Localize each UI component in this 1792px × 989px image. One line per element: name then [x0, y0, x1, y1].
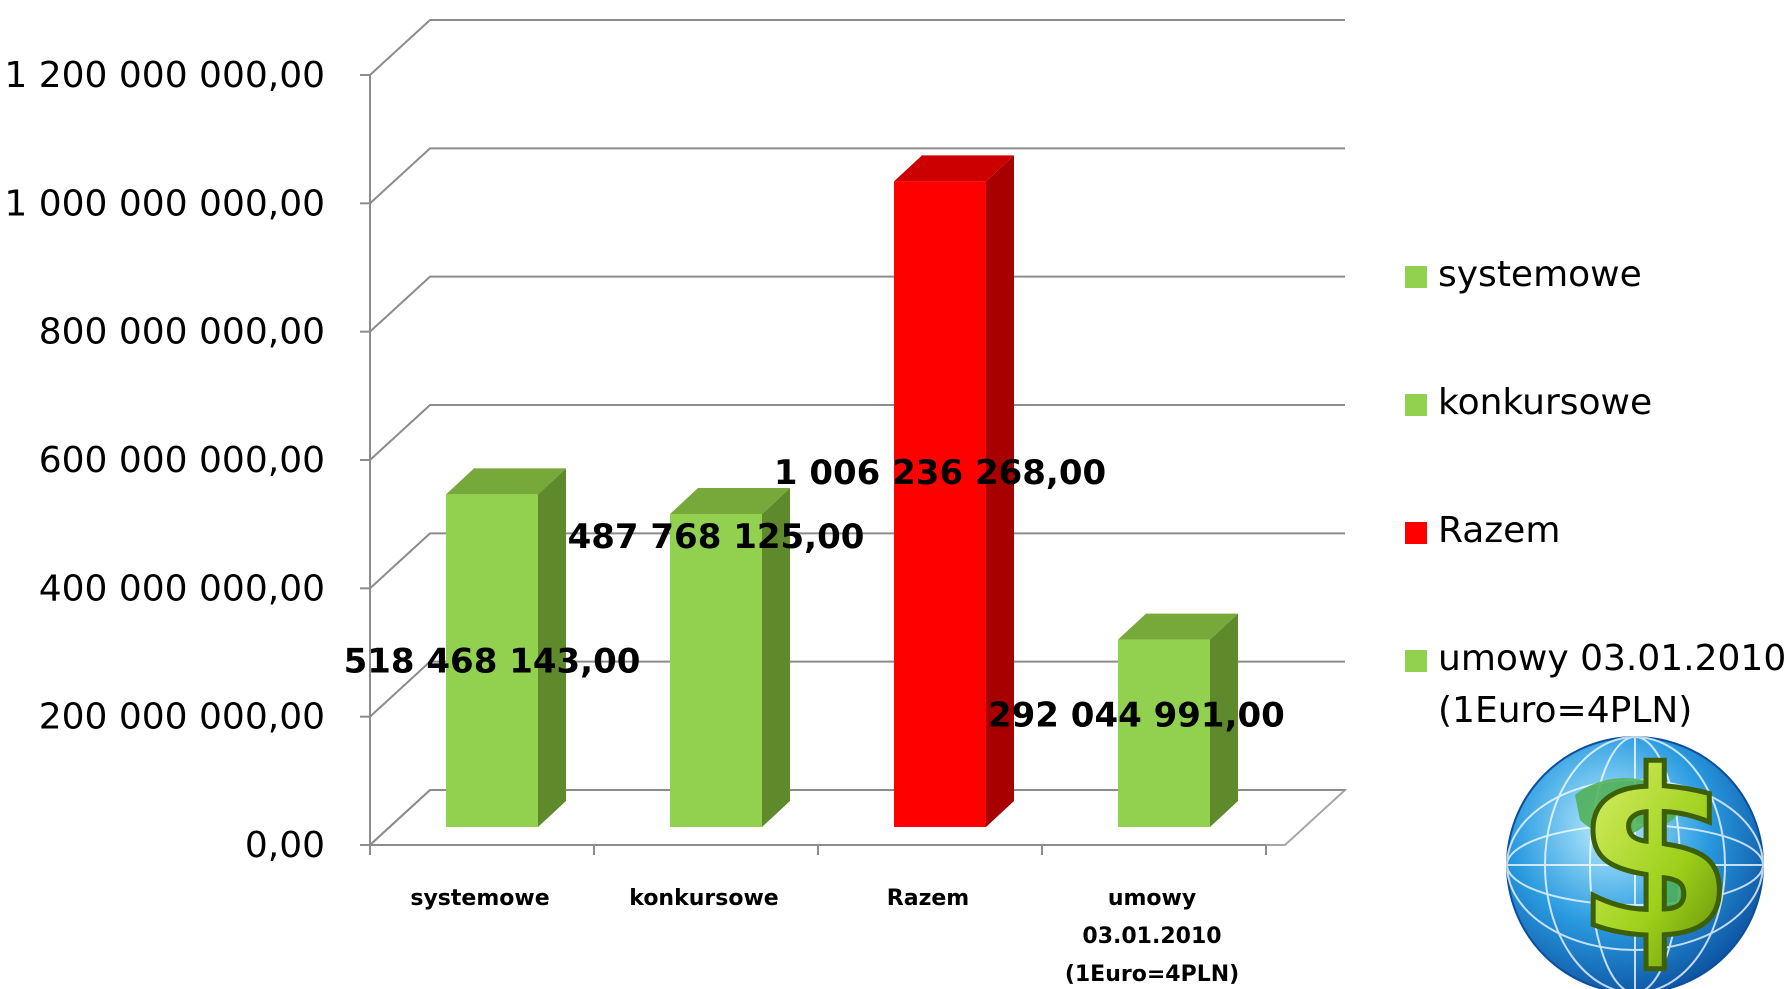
bar-side — [762, 488, 790, 827]
y-tick-label: 800 000 000,00 — [39, 312, 325, 353]
x-tick-label: Razem — [887, 886, 969, 911]
legend-label: Razem — [1438, 510, 1560, 551]
y-tick-label: 0,00 — [245, 825, 325, 866]
legend-swatch — [1405, 266, 1427, 288]
bar-top — [1118, 613, 1238, 640]
data-label: 292 044 991,00 — [988, 696, 1285, 736]
legend-label: konkursowe — [1438, 382, 1652, 423]
bar-front — [670, 514, 762, 827]
x-tick-label: umowy 03.01.2010 (1Euro=4PLN) — [1065, 886, 1239, 987]
bar-top — [670, 488, 790, 515]
legend-entry: umowy 03.01.2010 (1Euro=4PLN) — [1405, 638, 1786, 731]
legend-entry: Razem — [1405, 510, 1560, 551]
chart-grid — [367, 19, 1348, 846]
y-tick-labels: 0,00 200 000 000,00 400 000 000,00 600 000 … — [4, 55, 325, 866]
y-tick-label: 1 000 000 000,00 — [4, 183, 325, 224]
gridline — [369, 660, 1345, 718]
globe-dollar-icon: $ — [1506, 721, 1764, 989]
bar-front — [894, 181, 986, 827]
legend-label: umowy 03.01.2010 — [1438, 638, 1786, 679]
bar-side — [538, 468, 566, 827]
legend-swatch — [1405, 394, 1427, 416]
gridline — [369, 404, 1345, 461]
legend: systemowe konkursowe Razem umowy 03.01.2010… — [1405, 254, 1786, 731]
gridline — [369, 147, 1345, 205]
data-labels: 518 468 143,00 487 768 125,00 1 006 236 26… — [344, 453, 1285, 736]
data-label: 518 468 143,00 — [344, 642, 641, 682]
legend-label: systemowe — [1438, 254, 1642, 295]
category-labels: systemowe konkursowe Razem umowy 03.01.2010 (… — [410, 886, 1239, 987]
x-tick-label-line: systemowe — [410, 886, 549, 911]
svg-text:$: $ — [1575, 723, 1735, 989]
bar-side — [986, 155, 1014, 827]
legend-entry: systemowe — [1405, 254, 1642, 295]
gridline — [369, 789, 1345, 846]
bar — [446, 468, 566, 827]
legend-swatch — [1405, 522, 1427, 544]
y-tick-label: 200 000 000,00 — [39, 697, 325, 738]
bar — [894, 155, 1014, 827]
x-tick-label: konkursowe — [629, 886, 778, 911]
bars — [446, 155, 1238, 827]
bar-side — [1210, 613, 1238, 827]
x-tick-label-line: konkursowe — [629, 886, 778, 911]
data-label: 487 768 125,00 — [568, 517, 865, 557]
bar — [1118, 613, 1238, 827]
bar-top — [894, 155, 1014, 182]
y-tick-label: 600 000 000,00 — [39, 440, 325, 481]
bar — [670, 488, 790, 827]
legend-swatch — [1405, 650, 1427, 672]
x-tick-label-line: 03.01.2010 — [1082, 924, 1221, 949]
chart-axes — [360, 74, 1267, 855]
gridline — [369, 275, 1345, 333]
bar-top — [446, 468, 566, 495]
bar-front — [446, 494, 538, 827]
x-tick-label-line: Razem — [887, 886, 969, 911]
bar-front — [1118, 639, 1210, 827]
legend-label: (1Euro=4PLN) — [1438, 690, 1692, 731]
gridline — [369, 19, 1345, 76]
y-tick-label: 1 200 000 000,00 — [4, 55, 325, 96]
legend-entry: konkursowe — [1405, 382, 1652, 423]
x-tick-label-line: umowy — [1108, 886, 1196, 911]
y-tick-label: 400 000 000,00 — [39, 568, 325, 609]
gridline — [369, 532, 1345, 590]
x-tick-label: systemowe — [410, 886, 549, 911]
x-tick-label-line: (1Euro=4PLN) — [1065, 962, 1239, 987]
data-label: 1 006 236 268,00 — [774, 453, 1106, 493]
